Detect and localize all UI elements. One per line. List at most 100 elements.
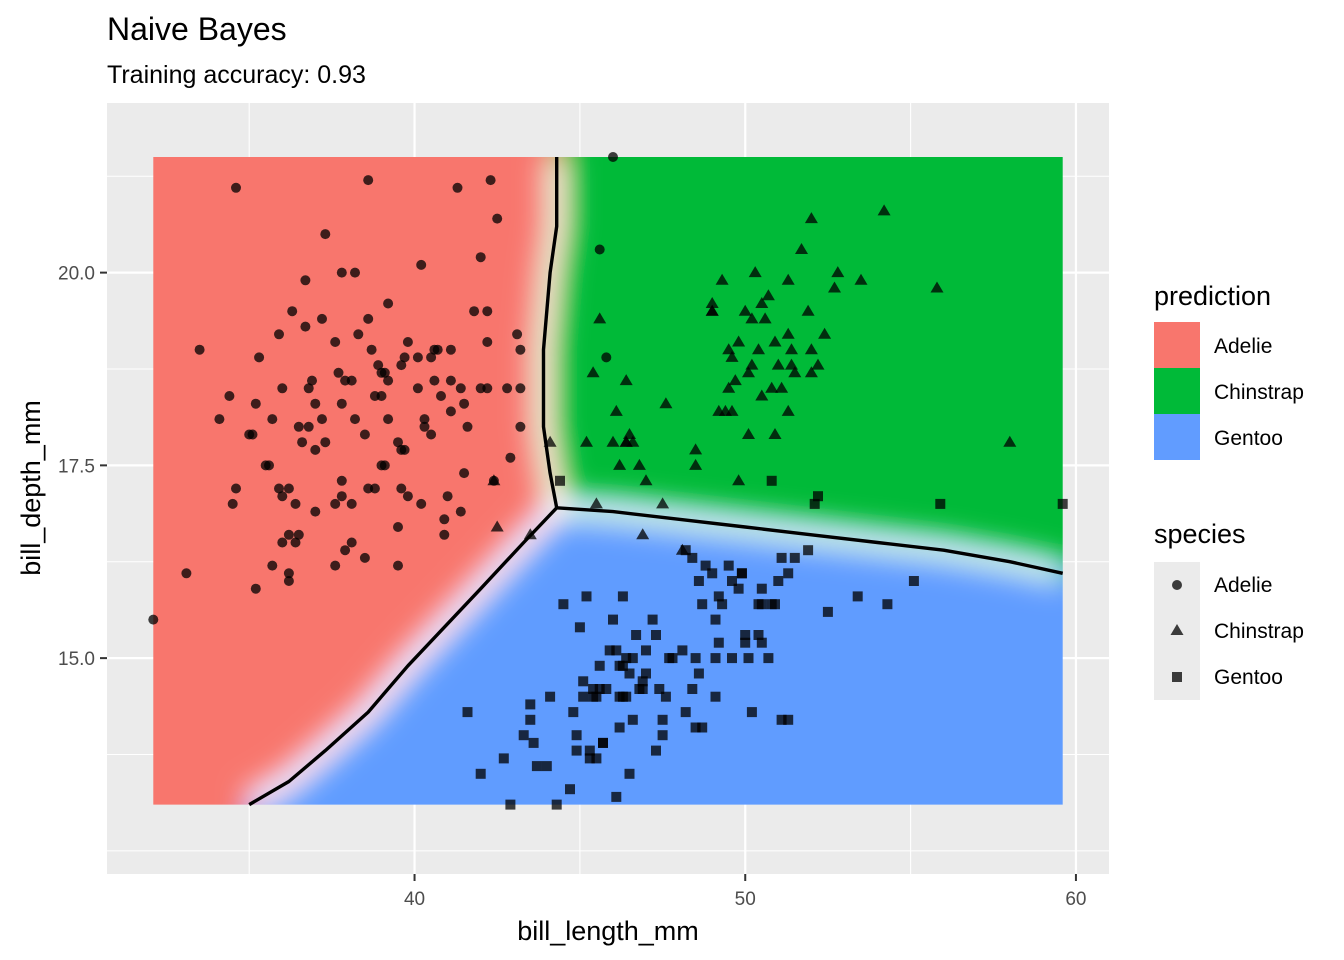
point-gentoo bbox=[809, 498, 820, 509]
point-adelie bbox=[277, 383, 288, 394]
point-gentoo bbox=[551, 799, 562, 810]
point-adelie bbox=[436, 391, 446, 401]
point-chinstrap bbox=[732, 474, 746, 486]
point-chinstrap bbox=[765, 381, 779, 393]
point-adelie bbox=[317, 414, 327, 425]
point-chinstrap bbox=[689, 458, 703, 470]
point-adelie bbox=[320, 437, 331, 448]
point-adelie bbox=[383, 298, 394, 309]
point-gentoo bbox=[803, 545, 814, 556]
point-gentoo bbox=[852, 591, 863, 602]
point-adelie bbox=[148, 614, 159, 625]
point-adelie bbox=[459, 468, 470, 479]
point-adelie bbox=[254, 352, 265, 363]
y-tick-label: 20.0 bbox=[58, 264, 95, 285]
point-adelie bbox=[359, 429, 370, 440]
point-gentoo bbox=[700, 560, 711, 571]
point-gentoo bbox=[584, 745, 595, 756]
point-chinstrap bbox=[811, 358, 825, 370]
point-gentoo bbox=[584, 753, 595, 764]
point-chinstrap bbox=[801, 304, 815, 316]
point-chinstrap bbox=[742, 366, 755, 378]
point-gentoo bbox=[545, 691, 556, 702]
point-chinstrap bbox=[781, 404, 795, 416]
point-gentoo bbox=[680, 545, 691, 556]
point-chinstrap bbox=[705, 297, 719, 308]
point-chinstrap bbox=[785, 358, 798, 370]
point-adelie bbox=[320, 229, 331, 240]
point-gentoo bbox=[588, 691, 599, 702]
point-adelie bbox=[512, 329, 523, 340]
point-adelie bbox=[274, 329, 284, 340]
point-adelie bbox=[227, 498, 238, 509]
point-gentoo bbox=[525, 699, 536, 710]
point-chinstrap bbox=[788, 366, 802, 378]
point-adelie bbox=[445, 344, 456, 355]
legend-key-chinstrap bbox=[1154, 368, 1200, 414]
point-adelie bbox=[402, 491, 413, 502]
chart-subtitle: Training accuracy: 0.93 bbox=[107, 61, 366, 89]
point-gentoo bbox=[693, 668, 704, 679]
point-adelie bbox=[608, 152, 618, 162]
point-chinstrap bbox=[758, 312, 772, 324]
legend-key-adelie bbox=[1154, 322, 1200, 368]
point-adelie bbox=[455, 383, 466, 394]
point-adelie bbox=[426, 429, 437, 440]
point-chinstrap bbox=[755, 297, 769, 308]
point-gentoo bbox=[601, 684, 612, 694]
point-adelie bbox=[194, 344, 205, 355]
point-gentoo bbox=[611, 645, 622, 656]
boundary-chinstrap-gentoo bbox=[556, 506, 1064, 575]
point-adelie bbox=[439, 514, 450, 525]
point-gentoo bbox=[498, 753, 509, 764]
point-gentoo bbox=[627, 714, 638, 725]
point-adelie bbox=[485, 175, 496, 186]
point-adelie bbox=[475, 252, 486, 263]
point-adelie bbox=[601, 352, 612, 363]
point-gentoo bbox=[578, 676, 589, 687]
point-gentoo bbox=[717, 599, 728, 610]
point-gentoo bbox=[531, 761, 542, 772]
point-gentoo bbox=[591, 753, 602, 764]
point-gentoo bbox=[813, 491, 823, 502]
point-gentoo bbox=[763, 653, 774, 664]
point-gentoo bbox=[578, 691, 589, 702]
chart-title: Naive Bayes bbox=[107, 11, 287, 47]
point-adelie bbox=[412, 383, 423, 394]
point-chinstrap bbox=[1003, 435, 1017, 447]
point-gentoo bbox=[727, 653, 737, 664]
point-gentoo bbox=[680, 707, 691, 718]
point-adelie bbox=[459, 398, 470, 409]
point-gentoo bbox=[727, 576, 737, 586]
point-adelie bbox=[412, 352, 423, 363]
point-adelie bbox=[515, 344, 526, 355]
point-adelie bbox=[369, 483, 380, 494]
point-gentoo bbox=[736, 568, 747, 579]
point-adelie bbox=[469, 306, 480, 317]
point-adelie bbox=[452, 182, 463, 193]
legend-species-title: species bbox=[1154, 519, 1246, 549]
point-adelie bbox=[442, 491, 453, 502]
point-chinstrap bbox=[659, 397, 673, 409]
point-chinstrap bbox=[619, 435, 633, 447]
point-gentoo bbox=[568, 707, 579, 718]
point-gentoo bbox=[713, 591, 724, 602]
point-adelie bbox=[264, 460, 274, 471]
region-adelie bbox=[153, 156, 557, 805]
point-adelie bbox=[426, 352, 437, 363]
point-gentoo bbox=[624, 668, 635, 679]
point-gentoo bbox=[707, 568, 718, 579]
point-gentoo bbox=[641, 668, 651, 679]
legend-prediction: prediction Adelie Chinstrap Gentoo bbox=[1154, 281, 1304, 460]
legend-triangle-icon bbox=[1170, 624, 1184, 635]
point-gentoo bbox=[687, 552, 698, 563]
point-adelie bbox=[445, 375, 456, 386]
point-adelie bbox=[353, 329, 364, 340]
point-chinstrap bbox=[636, 528, 650, 540]
point-gentoo bbox=[773, 576, 784, 586]
point-adelie bbox=[310, 506, 321, 517]
point-gentoo bbox=[651, 630, 661, 640]
legend-square-icon bbox=[1172, 672, 1182, 682]
point-gentoo bbox=[624, 768, 635, 779]
point-gentoo bbox=[657, 714, 668, 725]
